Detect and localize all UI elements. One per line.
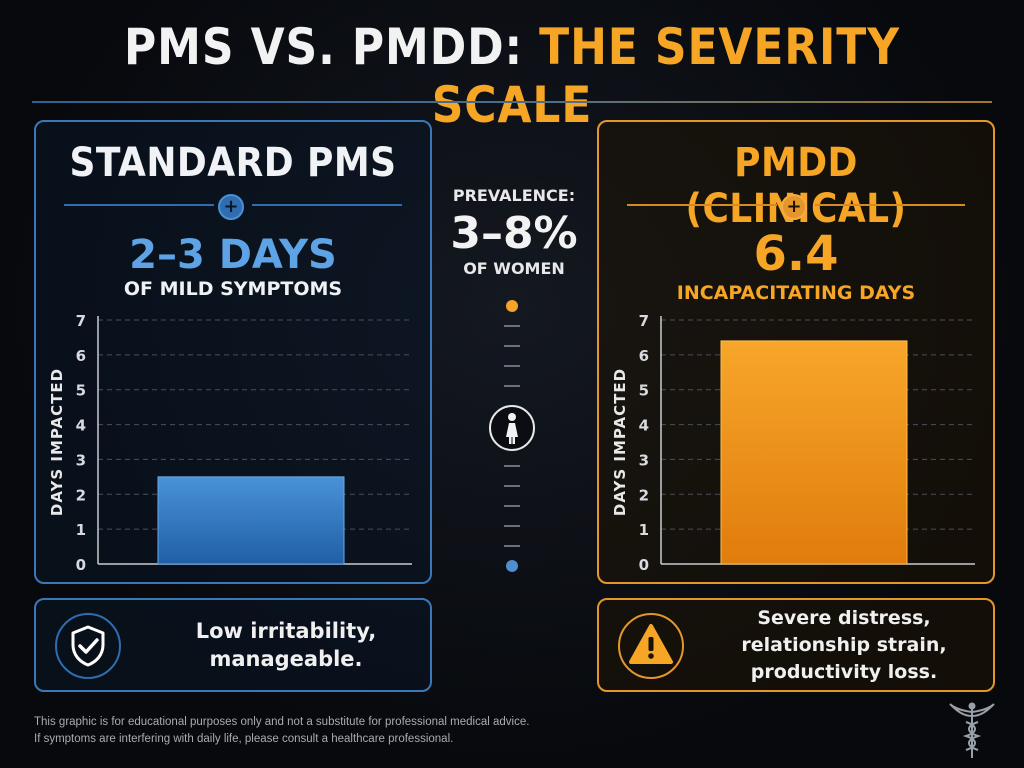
title-part-1: PMS VS. PMDD:: [124, 18, 540, 76]
pms-days-value: 2–3 DAYS: [129, 232, 337, 278]
y-tick-label: 5: [76, 382, 86, 400]
plus-icon: +: [218, 194, 244, 220]
bar: [720, 340, 908, 565]
pms-heading: STANDARD PMS: [69, 140, 397, 186]
plus-icon: +: [781, 194, 807, 220]
y-tick-label: 0: [639, 556, 649, 574]
pmdd-summary-text: Severe distress, relationship strain, pr…: [741, 606, 947, 683]
y-tick-label: 7: [76, 312, 86, 330]
pmdd-divider-left: [627, 204, 777, 206]
prevalence-block: PREVALENCE: 3–8% OF WOMEN: [450, 186, 578, 278]
pms-panel: STANDARD PMS + 2–3 DAYS OF MILD SYMPTOMS…: [34, 120, 432, 584]
scale-bottom-dot: [506, 560, 518, 572]
prevalence-label: PREVALENCE:: [452, 186, 576, 205]
y-tick-label: 3: [76, 451, 86, 469]
y-axis-label: DAYS IMPACTED: [48, 368, 66, 516]
y-tick-label: 1: [639, 521, 649, 539]
y-axis-label: DAYS IMPACTED: [611, 368, 629, 516]
y-tick-label: 2: [639, 486, 649, 504]
disclaimer: This graphic is for educational purposes…: [34, 714, 529, 748]
pmdd-panel: PMDD (CLINICAL) + 6.4 INCAPACITATING DAY…: [597, 120, 995, 584]
title-part-2: THE SEVERITY SCALE: [431, 18, 900, 134]
pmdd-days-label: INCAPACITATING DAYS: [676, 282, 916, 304]
pms-days-label: OF MILD SYMPTOMS: [123, 278, 343, 300]
y-tick-label: 6: [639, 347, 649, 365]
y-tick-label: 0: [76, 556, 86, 574]
y-tick-label: 1: [76, 521, 86, 539]
pms-divider-right: [252, 204, 402, 206]
warning-icon: [618, 613, 684, 679]
pms-divider-left: [64, 204, 214, 206]
pms-summary-text: Low irritability, manageable.: [195, 619, 377, 671]
y-tick-label: 6: [76, 347, 86, 365]
bar: [157, 476, 345, 565]
y-tick-label: 4: [76, 417, 86, 435]
prevalence-value: 3–8%: [450, 208, 578, 259]
y-tick-label: 4: [639, 417, 649, 435]
pms-summary-box: Low irritability, manageable.: [34, 598, 432, 692]
y-tick-label: 3: [639, 451, 649, 469]
severity-scale: [489, 300, 535, 572]
pmdd-summary-box: Severe distress, relationship strain, pr…: [597, 598, 995, 692]
woman-icon: [489, 405, 535, 451]
title-divider: [32, 101, 992, 103]
caduceus-icon: [949, 702, 995, 758]
disclaimer-line-1: This graphic is for educational purposes…: [34, 716, 530, 728]
pms-bar-chart: 0 1 2 3 4 5 6 7 DAYS IMPACTED: [48, 312, 412, 574]
pmdd-heading: PMDD (CLINICAL): [686, 140, 906, 232]
y-tick-label: 5: [639, 382, 649, 400]
prevalence-sub: OF WOMEN: [463, 259, 565, 278]
pmdd-divider-right: [815, 204, 965, 206]
pmdd-bar-chart: 0 1 2 3 4 5 6 7 DAYS IMPACTED: [611, 312, 975, 574]
disclaimer-line-2: If symptoms are interfering with daily l…: [34, 733, 454, 745]
shield-check-icon: [55, 613, 121, 679]
scale-top-dot: [506, 300, 518, 312]
y-tick-label: 7: [639, 312, 649, 330]
pmdd-days-value: 6.4: [753, 226, 839, 282]
page-title: PMS VS. PMDD: THE SEVERITY SCALE: [61, 18, 962, 134]
y-tick-label: 2: [76, 486, 86, 504]
